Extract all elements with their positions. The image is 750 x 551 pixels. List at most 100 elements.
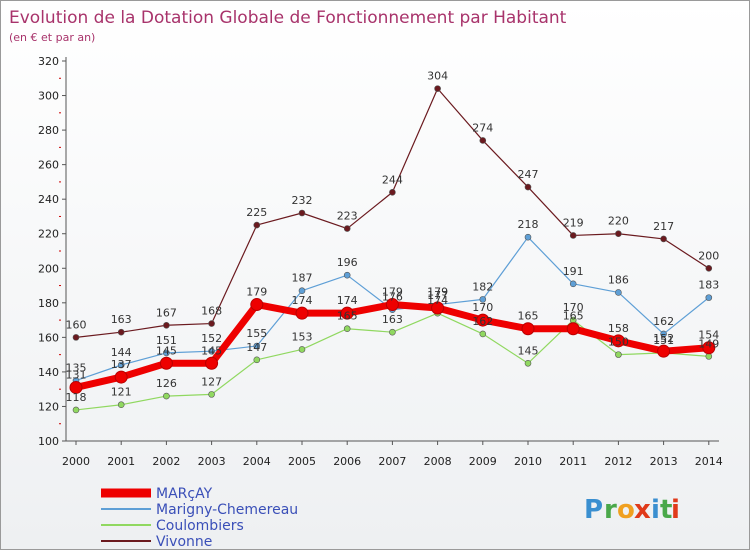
data-label-marigny-chemereau: 135 xyxy=(66,362,87,375)
data-label-coulombiers: 163 xyxy=(382,313,403,326)
data-label-coulombiers: 149 xyxy=(698,337,719,350)
data-point-vivonne xyxy=(479,137,487,144)
data-label-marigny-chemereau: 218 xyxy=(518,218,539,231)
data-point-vivonne xyxy=(253,221,261,229)
data-label-vivonne: 244 xyxy=(382,173,403,186)
y-tick-label: 320 xyxy=(38,55,59,68)
data-label-vivonne: 220 xyxy=(608,215,629,228)
legend-label: Marigny-Chemereau xyxy=(156,502,298,518)
data-point-vivonne xyxy=(569,232,577,239)
data-point-coulombiers xyxy=(72,406,80,414)
data-point-coulombiers xyxy=(524,359,532,367)
data-label-marigny-chemereau: 155 xyxy=(246,327,267,340)
data-label-mar-ay: 154 xyxy=(698,329,719,342)
data-point-mar-ay xyxy=(250,298,264,312)
data-point-marigny-chemereau xyxy=(343,271,351,279)
data-label-mar-ay: 145 xyxy=(201,344,222,357)
data-point-coulombiers xyxy=(117,401,125,409)
data-label-marigny-chemereau: 182 xyxy=(472,280,493,293)
data-label-vivonne: 232 xyxy=(292,194,313,207)
data-label-mar-ay: 174 xyxy=(292,294,313,307)
data-label-mar-ay: 137 xyxy=(111,358,132,371)
data-label-marigny-chemereau: 179 xyxy=(427,286,448,299)
data-point-mar-ay xyxy=(476,313,490,327)
y-tick-label: 180 xyxy=(38,297,59,310)
data-point-coulombiers xyxy=(343,325,351,333)
data-label-marigny-chemereau: 183 xyxy=(698,279,719,292)
y-tick-label: 240 xyxy=(38,193,59,206)
y-tick-label: 260 xyxy=(38,159,59,172)
data-point-coulombiers xyxy=(705,353,713,360)
data-point-marigny-chemereau xyxy=(163,349,170,357)
x-tick-label: 2002 xyxy=(152,455,180,468)
data-label-coulombiers: 126 xyxy=(156,377,177,390)
x-tick-label: 2008 xyxy=(424,455,452,468)
data-point-coulombiers xyxy=(479,330,487,338)
x-tick-label: 2010 xyxy=(514,455,542,468)
data-label-mar-ay: 145 xyxy=(156,344,177,357)
series-layer xyxy=(69,85,716,414)
data-point-vivonne xyxy=(298,209,306,217)
data-point-marigny-chemereau xyxy=(208,347,215,355)
data-label-marigny-chemereau: 144 xyxy=(111,346,132,359)
x-tick-label: 2004 xyxy=(243,455,271,468)
data-label-vivonne: 225 xyxy=(246,206,267,219)
data-point-marigny-chemereau xyxy=(705,294,713,301)
y-tick-label: 300 xyxy=(38,90,59,103)
x-tick-label: 2007 xyxy=(378,455,406,468)
data-label-marigny-chemereau: 187 xyxy=(292,272,313,285)
data-label-marigny-chemereau: 176 xyxy=(382,291,403,304)
brand-letter: i xyxy=(671,495,680,525)
x-tick-label: 2012 xyxy=(604,455,632,468)
data-point-coulombiers xyxy=(208,391,215,398)
data-point-vivonne xyxy=(705,264,713,272)
x-tick-label: 2013 xyxy=(650,455,678,468)
y-tick-label: 280 xyxy=(38,124,59,137)
data-label-mar-ay: 170 xyxy=(472,301,493,314)
data-point-mar-ay xyxy=(385,298,399,312)
data-point-vivonne xyxy=(117,328,125,336)
data-point-vivonne xyxy=(434,85,441,92)
data-label-mar-ay: 152 xyxy=(653,332,674,345)
data-label-coulombiers: 153 xyxy=(292,330,313,343)
data-label-mar-ay: 177 xyxy=(427,289,448,302)
data-label-marigny-chemereau: 186 xyxy=(608,273,629,286)
data-point-marigny-chemereau xyxy=(117,361,125,369)
data-label-vivonne: 219 xyxy=(563,216,584,229)
data-point-mar-ay xyxy=(521,322,535,336)
brand-letter: i xyxy=(651,495,660,525)
data-label-coulombiers: 162 xyxy=(472,315,493,328)
data-label-coulombiers: 145 xyxy=(518,344,539,357)
legend: MARçAYMarigny-ChemereauCoulombiersVivonn… xyxy=(101,486,298,550)
brand-letter: t xyxy=(660,495,672,525)
axes: 100 120 140 160 180 200 220 240 260 280 300 320 2000… xyxy=(38,55,723,468)
data-point-marigny-chemereau xyxy=(524,233,532,241)
data-label-marigny-chemereau: 162 xyxy=(653,315,674,328)
data-label-mar-ay: 158 xyxy=(608,322,629,335)
chart-title: Evolution de la Dotation Globale de Fonc… xyxy=(9,8,567,28)
data-point-marigny-chemereau xyxy=(569,280,577,288)
data-label-vivonne: 217 xyxy=(653,220,674,233)
brand-letter: r xyxy=(604,495,617,525)
data-label-marigny-chemereau: 152 xyxy=(201,332,222,345)
data-label-mar-ay: 131 xyxy=(66,368,87,381)
data-point-coulombiers xyxy=(615,351,622,358)
y-tick-label: 200 xyxy=(38,262,59,275)
data-point-mar-ay xyxy=(205,356,219,370)
data-label-vivonne: 304 xyxy=(427,70,448,83)
legend-label: Vivonne xyxy=(156,534,212,550)
data-label-coulombiers: 151 xyxy=(653,334,674,347)
data-label-vivonne: 247 xyxy=(518,168,539,181)
data-label-vivonne: 163 xyxy=(111,313,132,326)
data-label-vivonne: 200 xyxy=(698,249,719,262)
data-label-coulombiers: 150 xyxy=(608,336,629,349)
data-label-marigny-chemereau: 151 xyxy=(156,334,177,347)
data-point-mar-ay xyxy=(340,306,354,320)
data-point-marigny-chemereau xyxy=(479,296,487,303)
data-point-marigny-chemereau xyxy=(253,342,261,350)
x-tick-label: 2003 xyxy=(198,455,226,468)
data-point-vivonne xyxy=(524,183,532,191)
data-point-mar-ay xyxy=(657,344,671,358)
x-tick-label: 2009 xyxy=(469,455,497,468)
